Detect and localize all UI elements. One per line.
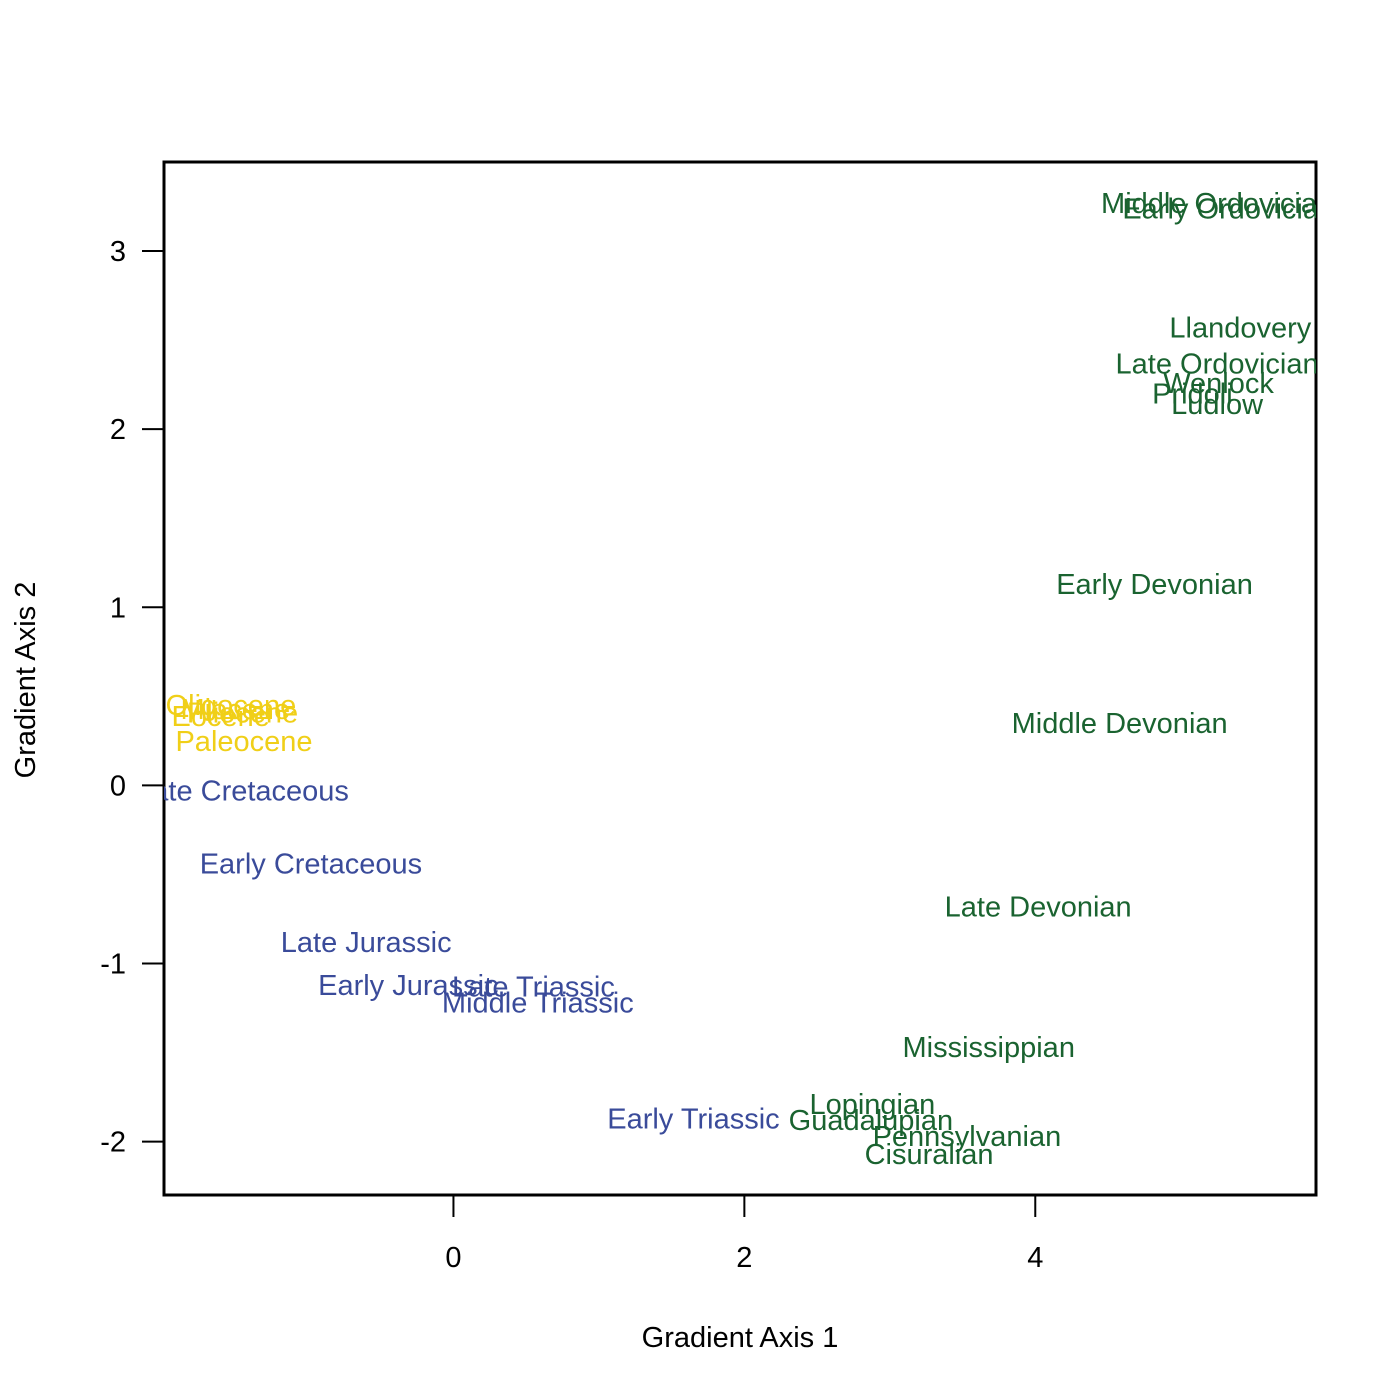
- x-tick-label: 2: [736, 1242, 752, 1274]
- point-label: Cisuralian: [865, 1139, 994, 1171]
- point-label: Pridoli: [1152, 379, 1233, 411]
- point-label: Wenlock: [1163, 368, 1274, 400]
- point-label: Eocene: [172, 701, 270, 733]
- y-tick-label: -1: [100, 948, 126, 980]
- point-label: Late Triassic: [452, 972, 615, 1004]
- y-tick-label: 2: [110, 414, 126, 446]
- x-tick-label: 4: [1027, 1242, 1043, 1274]
- point-label: Early Triassic: [607, 1103, 779, 1135]
- point-label: Early Devonian: [1056, 569, 1253, 601]
- point-label: Lopingian: [809, 1089, 935, 1121]
- point-label: Mississippian: [903, 1032, 1075, 1064]
- point-label: Late Ordovician: [1116, 348, 1319, 380]
- y-tick-label: 3: [110, 236, 126, 268]
- x-tick-label: 0: [445, 1242, 461, 1274]
- point-label: Llandovery: [1169, 313, 1311, 345]
- point-label: Late Jurassic: [281, 927, 452, 959]
- point-label: Paleocene: [175, 726, 312, 758]
- y-tick-label: 0: [110, 770, 126, 802]
- point-label: Late Cretaceous: [136, 776, 349, 808]
- point-label: Late Devonian: [945, 891, 1132, 923]
- x-axis: 0 2 4: [445, 1194, 1043, 1274]
- plot-frame: [162, 160, 1318, 1197]
- point-label: Miocene: [180, 694, 290, 726]
- point-label: Middle Triassic: [442, 988, 634, 1020]
- x-axis-label: Gradient Axis 1: [642, 1322, 839, 1354]
- point-label: Ludlow: [1171, 389, 1264, 421]
- point-label: Middle Devonian: [1012, 708, 1228, 740]
- point-label: Pliocene: [187, 697, 298, 729]
- y-tick-label: -2: [100, 1127, 126, 1159]
- point-label: Early Ordovician: [1122, 193, 1335, 225]
- point-label: Middle Ordovician: [1101, 188, 1333, 220]
- y-axis: -2 -1 0 1 2 3: [100, 236, 165, 1159]
- point-label: Oligocene: [166, 690, 297, 722]
- point-label: Guadalupian: [789, 1105, 953, 1137]
- y-tick-label: 1: [110, 592, 126, 624]
- y-axis-label: Gradient Axis 2: [10, 582, 42, 779]
- point-label: Early Jurassic: [318, 970, 499, 1002]
- point-label: Pennsylvanian: [873, 1121, 1062, 1153]
- point-label: Early Cretaceous: [200, 849, 422, 881]
